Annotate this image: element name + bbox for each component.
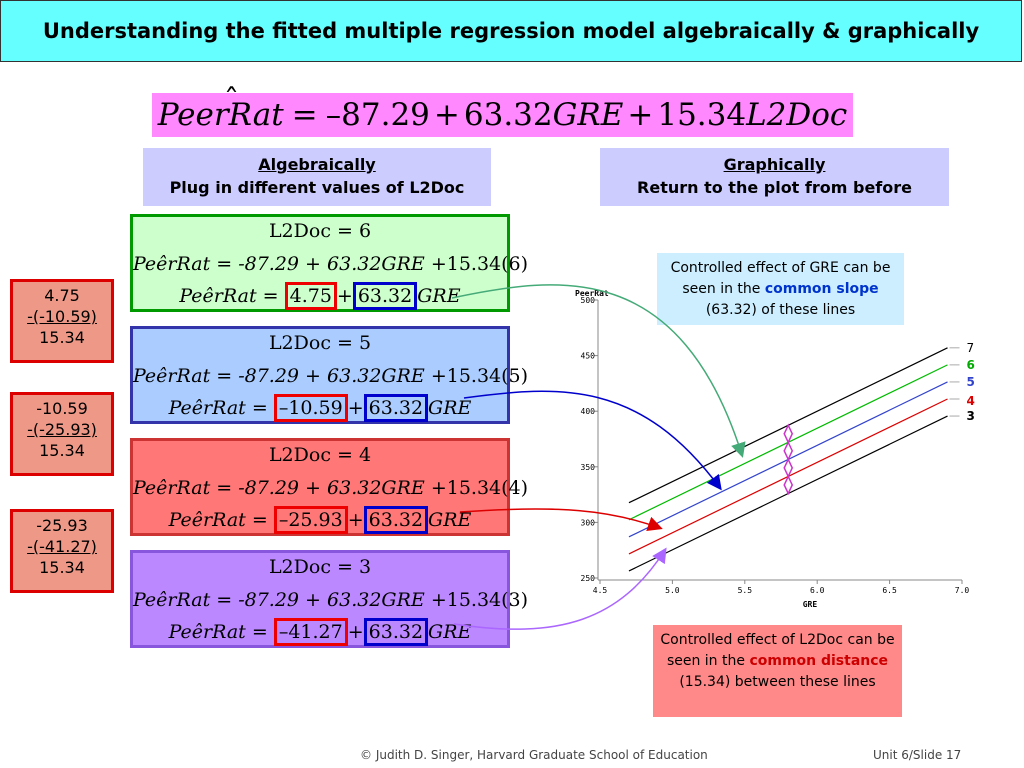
- arrow-l2doc-3: [453, 547, 667, 630]
- arrow-l2doc-5: [463, 390, 722, 491]
- intercept-box: –10.59: [273, 394, 348, 422]
- y-tick-label: 450: [581, 352, 596, 361]
- simplified-equation: PeêrRat = 4.75 +63.32 GRE: [133, 282, 507, 310]
- slide-number: Unit 6/Slide 17: [873, 748, 962, 762]
- slide-title: Understanding the fitted multiple regres…: [42, 19, 980, 43]
- y-tick-label: 400: [581, 407, 596, 416]
- main-eq-lhs: PeerRat ˆ: [157, 83, 284, 133]
- graphically-header: Graphically Return to the plot from befo…: [600, 148, 949, 206]
- x-tick-label: 5.5: [738, 586, 753, 595]
- series-label-5: 5: [967, 375, 975, 389]
- main-eq-gre-coef: 63.32: [463, 97, 553, 133]
- x-tick-label: 7.0: [955, 586, 970, 595]
- arrow-l2doc-6: [451, 284, 746, 458]
- series-label-4: 4: [967, 394, 975, 408]
- arrow-l2doc-4: [459, 508, 663, 531]
- hat-mark: ˆ: [223, 83, 240, 119]
- intercept-difference-box-1: 4.75 -(-10.59) 15.34: [10, 279, 114, 363]
- l2doc-panel-6: L2Doc = 6 PeêrRat = -87.29 + 63.32GRE +1…: [130, 214, 529, 312]
- simplified-equation: PeêrRat = –10.59 +63.32 GRE: [133, 394, 507, 422]
- intercept-difference-box-3: -25.93 -(-41.27) 15.34: [10, 509, 114, 593]
- x-tick-label: 6.0: [810, 586, 825, 595]
- intercept-difference-box-2: -10.59 -(-25.93) 15.34: [10, 392, 114, 476]
- main-eq-l2doc-coef: 15.34: [657, 97, 747, 133]
- y-tick-label: 250: [581, 574, 596, 583]
- l2doc-value-line: L2Doc = 3: [268, 556, 372, 578]
- substituted-equation: PeêrRat = -87.29 + 63.32GRE +15.34(5): [133, 365, 529, 387]
- distance-marker: [783, 440, 794, 462]
- title-bar: Understanding the fitted multiple regres…: [0, 0, 1022, 62]
- intercept-box: –25.93: [273, 506, 348, 534]
- slope-box: 63.32: [352, 282, 418, 310]
- distance-marker: [783, 423, 794, 445]
- x-axis-label: GRE: [803, 600, 818, 609]
- y-tick-label: 500: [581, 296, 596, 305]
- distance-marker: [783, 457, 794, 479]
- l2doc-panel-5: L2Doc = 5 PeêrRat = -87.29 + 63.32GRE +1…: [130, 326, 529, 424]
- x-tick-label: 6.5: [882, 586, 897, 595]
- distance-marker: [783, 474, 794, 496]
- x-tick-label: 4.5: [593, 586, 608, 595]
- footer-credit: © Judith D. Singer, Harvard Graduate Sch…: [360, 748, 708, 762]
- slope-box: 63.32: [363, 506, 429, 534]
- series-label-7: 7: [967, 341, 975, 355]
- intercept-box: –41.27: [273, 618, 348, 646]
- x-tick-label: 5.0: [665, 586, 680, 595]
- substituted-equation: PeêrRat = -87.29 + 63.32GRE +15.34(4): [133, 477, 529, 499]
- slope-box: 63.32: [363, 394, 429, 422]
- substituted-equation: PeêrRat = -87.29 + 63.32GRE +15.34(6): [133, 253, 529, 275]
- main-eq-intercept: –87.29: [325, 97, 430, 133]
- l2doc-value-line: L2Doc = 5: [268, 332, 372, 354]
- l2doc-panel-4: L2Doc = 4 PeêrRat = -87.29 + 63.32GRE +1…: [130, 438, 529, 536]
- y-axis-label: PeerRat: [575, 289, 609, 298]
- l2doc-value-line: L2Doc = 6: [268, 220, 372, 242]
- slope-box: 63.32: [363, 618, 429, 646]
- l2doc-effect-note: Controlled effect of L2Doc can be seen i…: [653, 625, 902, 717]
- simplified-equation: PeêrRat = –41.27 +63.32 GRE: [133, 618, 507, 646]
- algebraically-header: Algebraically Plug in different values o…: [143, 148, 491, 206]
- main-equation: PeerRat ˆ = –87.29 + 63.32 GRE + 15.34 L…: [152, 83, 853, 137]
- simplified-equation: PeêrRat = –25.93 +63.32 GRE: [133, 506, 507, 534]
- series-label-3: 3: [967, 409, 975, 423]
- l2doc-value-line: L2Doc = 4: [268, 444, 372, 466]
- substituted-equation: PeêrRat = -87.29 + 63.32GRE +15.34(3): [133, 589, 529, 611]
- l2doc-panel-3: L2Doc = 3 PeêrRat = -87.29 + 63.32GRE +1…: [130, 550, 529, 648]
- gre-effect-note: Controlled effect of GRE can be seen in …: [657, 253, 904, 325]
- y-tick-label: 350: [581, 463, 596, 472]
- y-tick-label: 300: [581, 518, 596, 527]
- intercept-box: 4.75: [284, 282, 337, 310]
- series-label-6: 6: [967, 358, 975, 372]
